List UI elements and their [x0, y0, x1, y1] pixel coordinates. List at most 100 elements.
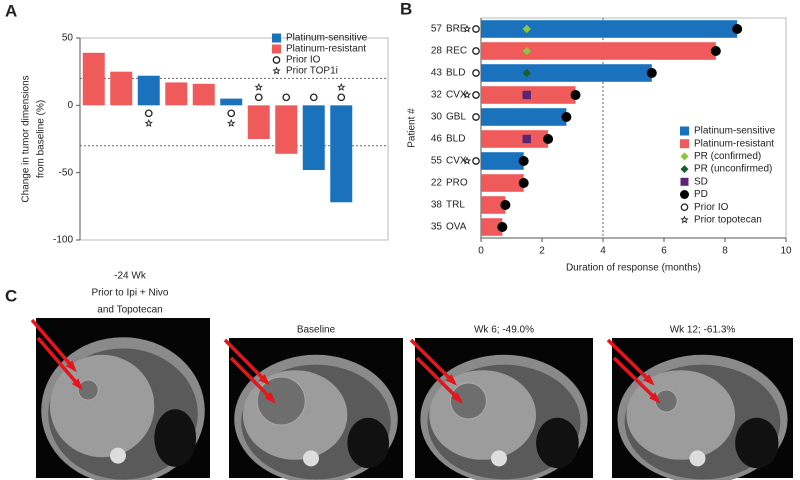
bar: [330, 105, 353, 203]
y-axis-label: Change in tumor dimensions: [21, 75, 32, 202]
legend-swatch: [680, 139, 689, 149]
legend-label: Platinum-sensitive: [286, 33, 368, 44]
legend-symbol: [680, 203, 689, 212]
bar: [275, 105, 298, 154]
patient-label: 43: [431, 68, 443, 79]
flag-marker: [472, 25, 480, 33]
arrow-head: [643, 374, 655, 386]
legend-label: PR (confirmed): [694, 151, 761, 162]
image-caption: -24 Wk: [114, 271, 147, 282]
arrow-shaft: [415, 356, 462, 403]
ct-spine: [491, 450, 507, 467]
flag-marker: [254, 82, 263, 91]
response-marker: [646, 68, 657, 78]
x-tick-label: 10: [780, 246, 792, 257]
legend-symbol: [272, 66, 281, 75]
bar: [110, 71, 133, 106]
x-axis-label: Duration of response (months): [566, 263, 701, 274]
bar: [481, 64, 652, 82]
bar: [220, 98, 243, 106]
ct-liver: [626, 370, 736, 460]
legend-label: Prior TOP1i: [286, 66, 338, 77]
flag-marker: [254, 93, 263, 102]
response-marker: [561, 112, 572, 122]
ct-lesion: [256, 376, 306, 426]
bar: [137, 75, 160, 106]
flag-marker: [472, 69, 480, 77]
bar: [165, 82, 188, 106]
tumor-type-label: CVX: [446, 156, 467, 167]
ct-lung: [347, 417, 390, 469]
panel-label: B: [400, 0, 412, 18]
legend-symbol: [680, 190, 689, 199]
arrow-head: [649, 392, 661, 404]
panel-label: A: [5, 1, 17, 20]
arrow-head: [451, 392, 464, 404]
patient-label: 30: [431, 112, 443, 123]
ct-spine: [110, 447, 126, 464]
legend-label: Prior IO: [694, 202, 729, 213]
tumor-type-label: GBL: [446, 112, 466, 123]
bar: [481, 42, 716, 60]
flag-marker: [282, 93, 291, 102]
arrow-head: [71, 378, 83, 391]
legend-label: PD: [694, 189, 708, 200]
bar: [247, 105, 270, 139]
flag-marker: [462, 24, 472, 33]
image-caption: Baseline: [297, 325, 336, 336]
legend-label: SD: [694, 176, 708, 187]
flag-marker: [472, 157, 480, 165]
legend-symbol: [272, 56, 281, 64]
y-axis-label: from baseline (%): [36, 100, 47, 178]
patient-label: 38: [431, 200, 443, 211]
legend-swatch: [272, 44, 281, 54]
tumor-type-label: OVA: [446, 222, 467, 233]
tumor-type-label: REC: [446, 46, 467, 57]
ct-lung: [735, 417, 779, 469]
flag-marker: [337, 93, 346, 102]
y-tick-label: -50: [59, 167, 74, 178]
tumor-type-label: BLD: [446, 134, 465, 145]
y-axis-label: Patient #: [407, 108, 418, 148]
legend-label: Platinum-sensitive: [694, 126, 776, 137]
patient-label: 55: [431, 156, 443, 167]
legend-label: Platinum-resistant: [694, 138, 774, 149]
ct-lung: [536, 417, 579, 469]
response-marker: [710, 46, 721, 56]
response-marker: [522, 134, 531, 144]
arrow-head: [264, 392, 277, 404]
flag-marker: [462, 90, 472, 99]
flag-marker: [337, 82, 346, 91]
y-tick-label: -100: [53, 235, 73, 246]
legend-symbol: [680, 165, 689, 174]
bar: [481, 108, 567, 126]
response-marker: [518, 156, 529, 166]
ct-lesion: [77, 379, 99, 401]
patient-label: 57: [431, 24, 443, 35]
patient-label: 35: [431, 222, 443, 233]
response-marker: [570, 90, 581, 100]
patient-label: 32: [431, 90, 443, 101]
patient-label: 22: [431, 178, 443, 189]
x-tick-label: 8: [722, 246, 728, 257]
tumor-type-label: BRE: [446, 24, 467, 35]
response-marker: [522, 68, 531, 78]
x-tick-label: 6: [661, 246, 667, 257]
flag-marker: [227, 118, 236, 127]
response-marker: [543, 134, 554, 144]
tumor-type-label: TRL: [446, 200, 465, 211]
arrow-head: [258, 374, 271, 386]
flag-marker: [227, 109, 236, 118]
legend-symbol: [680, 177, 689, 186]
ct-spine: [689, 450, 706, 467]
image-caption: Wk 12; -61.3%: [670, 325, 736, 336]
response-marker: [497, 222, 508, 232]
ct-lesion: [449, 382, 487, 420]
bar: [192, 83, 215, 106]
response-marker: [518, 178, 529, 188]
y-tick-label: 50: [62, 33, 74, 44]
arrow-shaft: [229, 356, 275, 403]
tumor-type-label: CVX: [446, 90, 467, 101]
flag-marker: [309, 93, 318, 102]
